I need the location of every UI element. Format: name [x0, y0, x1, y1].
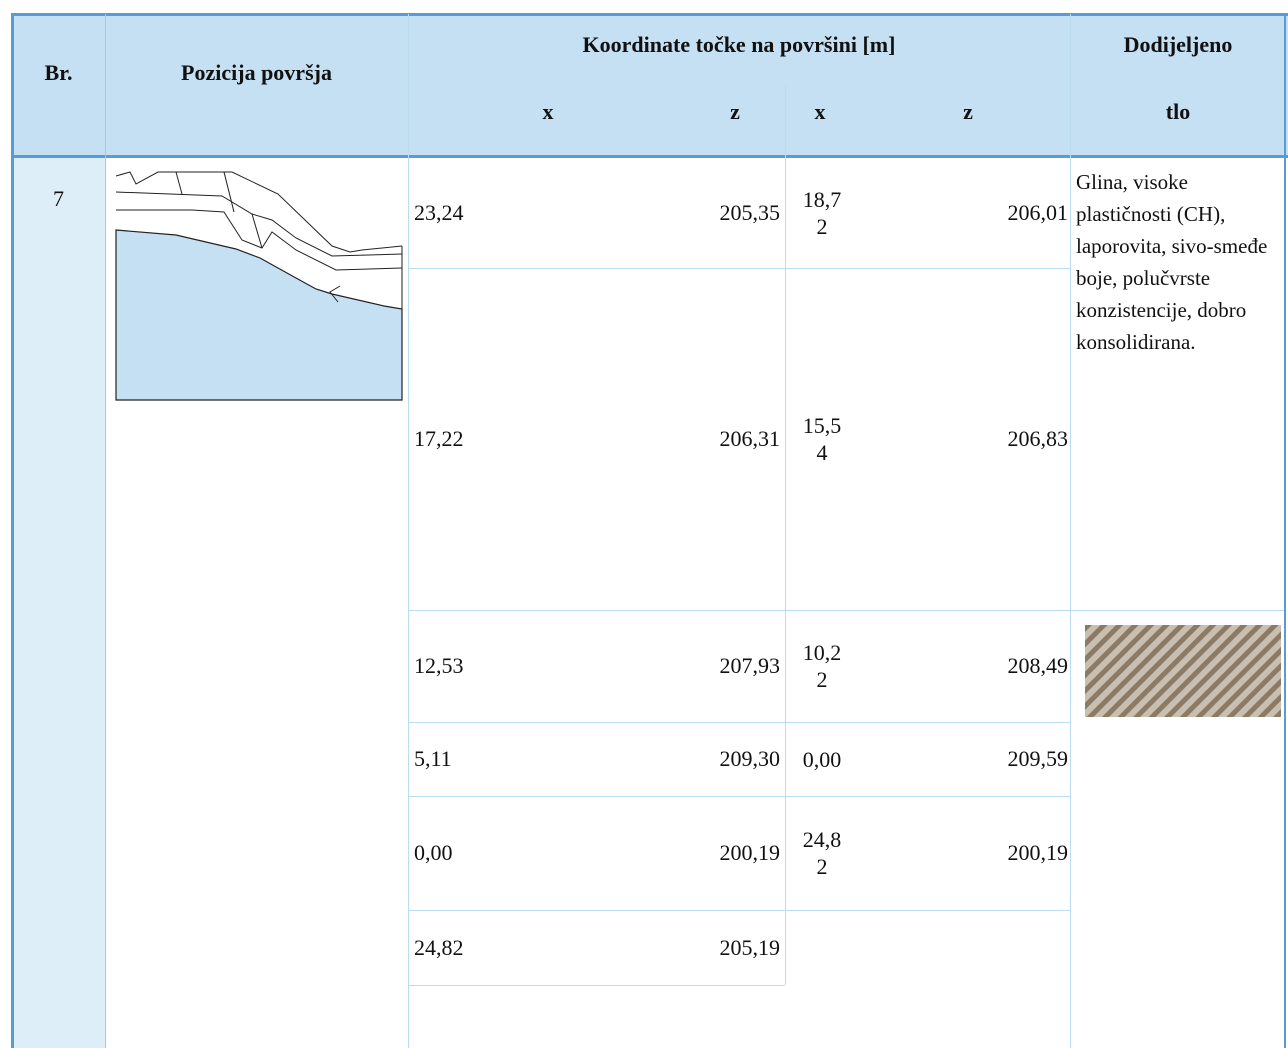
header-assigned: Dodijeljeno — [1123, 32, 1233, 57]
row-divider — [408, 985, 785, 986]
divider — [785, 85, 786, 985]
header-assigned: tlo — [1165, 99, 1191, 124]
header-coordinates: Koordinate točke na površini [m] — [582, 32, 896, 57]
coordinate-value: 205,35 — [719, 200, 781, 225]
axis-label: z — [963, 99, 973, 124]
right-border — [1284, 13, 1286, 1048]
coordinate-cell: 18,72 — [786, 158, 916, 268]
axis-label: x — [542, 99, 554, 124]
left-border — [11, 13, 14, 1048]
coordinate-value: 207,93 — [719, 653, 781, 678]
coordinate-value: 12,53 — [414, 653, 464, 678]
header-number: Br. — [44, 60, 73, 85]
row-divider — [408, 722, 1070, 723]
coordinate-value: 23,24 — [414, 200, 464, 225]
coordinate-value: 5,11 — [414, 746, 452, 771]
coordinate-value: 206,83 — [1007, 426, 1069, 451]
header-bottom-border — [12, 155, 1288, 158]
coordinate-value: 0,00 — [802, 746, 842, 772]
slope-diagram — [115, 171, 403, 401]
coordinate-value: 24,82 — [802, 827, 842, 879]
coordinate-value: 18,72 — [802, 187, 842, 239]
coordinate-value: 24,82 — [414, 934, 464, 960]
axis-label: x — [814, 99, 826, 124]
top-border — [12, 13, 1288, 16]
coordinate-cell: 24,82 — [786, 796, 916, 910]
coordinate-value: 17,22 — [414, 426, 464, 451]
divider — [408, 14, 409, 1048]
row-divider — [1070, 610, 1284, 611]
row-divider — [408, 910, 1070, 911]
coordinate-value: 205,19 — [719, 934, 781, 960]
coordinate-value: 200,19 — [719, 840, 781, 865]
header-bg — [12, 14, 1288, 157]
coordinate-value: 200,19 — [1007, 840, 1069, 865]
coordinate-value: 15,54 — [802, 413, 842, 465]
coordinate-cell: 0,00 — [786, 722, 916, 796]
row-number: 7 — [53, 186, 64, 211]
coordinate-value: 0,00 — [414, 840, 453, 865]
row-divider — [408, 268, 1070, 269]
header-position: Pozicija površja — [181, 60, 332, 85]
divider — [105, 14, 106, 1048]
coordinate-value: 208,49 — [1007, 653, 1069, 678]
coordinate-value: 209,59 — [1007, 746, 1069, 771]
coordinate-value: 206,01 — [1007, 200, 1069, 225]
coordinate-value: 206,31 — [719, 426, 781, 451]
coordinate-value: 209,30 — [719, 746, 781, 771]
soil-description: Glina, visoke plastičnosti (CH), laporov… — [1076, 170, 1268, 354]
divider — [1070, 14, 1071, 1048]
coordinate-cell: 10,22 — [786, 610, 916, 722]
coordinate-value: 10,22 — [802, 640, 842, 692]
number-column-bg — [12, 157, 105, 1048]
soil-hatch — [1085, 625, 1281, 717]
axis-label: z — [730, 99, 740, 124]
row-divider — [408, 610, 1070, 611]
row-divider — [408, 796, 1070, 797]
coordinate-cell: 15,54 — [786, 268, 916, 610]
